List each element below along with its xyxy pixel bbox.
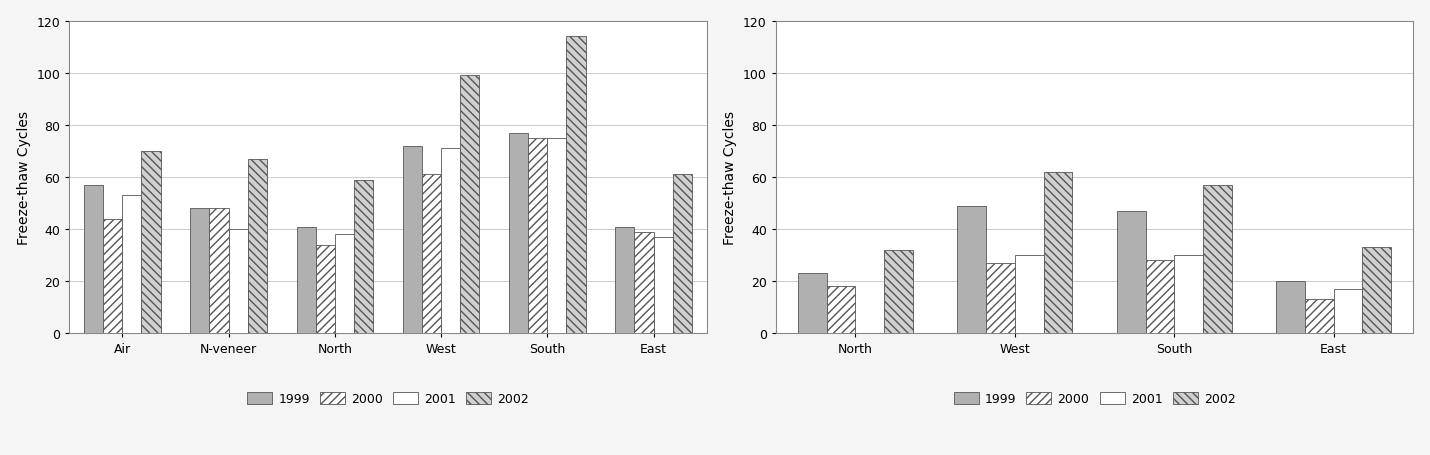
Bar (672, 175, 692, 334)
Bar (460, 76, 479, 334)
Bar (548, 139, 566, 334)
Bar (615, 227, 635, 334)
Bar (635, 232, 654, 334)
Bar (209, 209, 229, 334)
Bar (142, 152, 160, 334)
Bar (827, 287, 855, 334)
Bar (229, 230, 247, 334)
Bar (403, 147, 422, 334)
Bar (422, 175, 440, 334)
Bar (987, 263, 1015, 334)
Bar (798, 274, 827, 334)
Y-axis label: Freeze-thaw Cycles: Freeze-thaw Cycles (17, 111, 30, 244)
Bar (440, 149, 460, 334)
Bar (509, 133, 528, 334)
Y-axis label: Freeze-thaw Cycles: Freeze-thaw Cycles (724, 111, 738, 244)
Bar (958, 206, 987, 334)
Bar (1276, 282, 1306, 334)
Bar (84, 186, 103, 334)
Bar (1306, 300, 1334, 334)
Bar (353, 180, 373, 334)
Bar (654, 238, 672, 334)
Bar (296, 227, 316, 334)
Bar (1117, 212, 1145, 334)
Bar (1015, 256, 1044, 334)
Bar (247, 159, 267, 334)
Bar (566, 37, 585, 334)
Bar (316, 245, 335, 334)
Bar (1203, 186, 1231, 334)
Bar (884, 250, 912, 334)
Bar (528, 139, 548, 334)
Bar (335, 235, 353, 334)
Bar (1174, 256, 1203, 334)
Bar (190, 209, 209, 334)
Bar (1363, 248, 1391, 334)
Bar (1334, 289, 1363, 334)
Legend: 1999, 2000, 2001, 2002: 1999, 2000, 2001, 2002 (948, 387, 1240, 410)
Bar (1044, 172, 1072, 334)
Bar (1145, 261, 1174, 334)
Bar (122, 196, 142, 334)
Bar (103, 219, 122, 334)
Legend: 1999, 2000, 2001, 2002: 1999, 2000, 2001, 2002 (242, 387, 533, 410)
